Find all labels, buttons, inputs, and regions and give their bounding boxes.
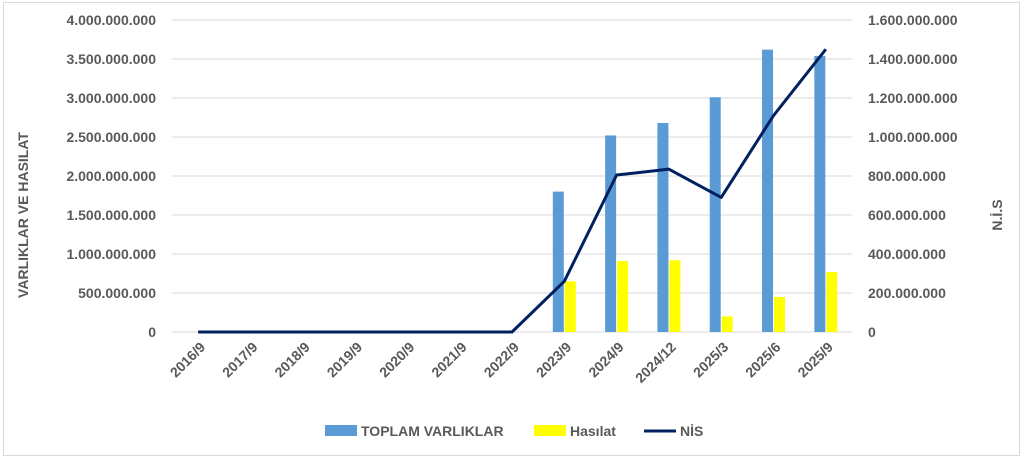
x-tick-label: 2024/9 bbox=[585, 339, 627, 381]
bar-toplam-varliklar bbox=[657, 122, 669, 333]
left-tick-label: 3.500.000.000 bbox=[66, 51, 156, 67]
bar-toplam-varliklar bbox=[709, 97, 721, 332]
gridlines bbox=[172, 19, 852, 333]
left-tick-label: 1.000.000.000 bbox=[66, 246, 156, 262]
left-tick-label: 4.000.000.000 bbox=[66, 12, 156, 28]
bar-toplam-varliklar bbox=[762, 49, 774, 332]
right-tick-label: 200.000.000 bbox=[868, 285, 946, 301]
legend-swatch-toplam-varliklar bbox=[325, 425, 357, 436]
x-tick-label: 2024/12 bbox=[632, 339, 679, 386]
x-tick-label: 2025/9 bbox=[794, 339, 836, 381]
x-axis-ticks: 2016/9 2017/9 2018/9 2019/9 2020/9 2021/9 2022… bbox=[167, 339, 836, 386]
right-tick-label: 1.600.000.000 bbox=[868, 12, 958, 28]
x-tick-label: 2025/6 bbox=[742, 339, 784, 381]
legend-label-toplam-varliklar: TOPLAM VARLIKLAR bbox=[361, 423, 504, 439]
right-tick-label: 0 bbox=[868, 324, 876, 340]
x-tick-label: 2022/9 bbox=[481, 339, 523, 381]
legend-label-nis: NİS bbox=[680, 423, 703, 439]
bar-hasilat bbox=[617, 261, 629, 332]
right-axis-ticks: 0 200.000.000 400.000.000 600.000.000 800.00… bbox=[868, 12, 958, 340]
right-tick-label: 1.400.000.000 bbox=[868, 51, 958, 67]
bar-hasilat bbox=[669, 260, 681, 332]
right-tick-label: 600.000.000 bbox=[868, 207, 946, 223]
left-axis-title: VARLIKLAR VE HASILAT bbox=[15, 132, 31, 298]
x-tick-label: 2019/9 bbox=[324, 339, 366, 381]
legend-label-hasilat: Hasılat bbox=[570, 423, 616, 439]
x-tick-label: 2021/9 bbox=[428, 339, 470, 381]
left-tick-label: 1.500.000.000 bbox=[66, 207, 156, 223]
x-tick-label: 2017/9 bbox=[219, 339, 261, 381]
left-axis-ticks: 0 500.000.000 1.000.000.000 1.500.000.000 2.… bbox=[66, 12, 156, 340]
bar-hasilat bbox=[564, 281, 576, 332]
bar-toplam-varliklar bbox=[814, 55, 826, 332]
chart-frame bbox=[3, 2, 1020, 456]
bar-hasilat bbox=[774, 296, 786, 332]
right-tick-label: 1.000.000.000 bbox=[868, 129, 958, 145]
right-tick-label: 800.000.000 bbox=[868, 168, 946, 184]
left-tick-label: 3.000.000.000 bbox=[66, 90, 156, 106]
bar-toplam-varliklar bbox=[552, 191, 564, 332]
left-tick-label: 500.000.000 bbox=[78, 285, 156, 301]
line-series bbox=[198, 48, 828, 334]
x-tick-label: 2018/9 bbox=[271, 339, 313, 381]
left-tick-label: 0 bbox=[148, 324, 156, 340]
bar-hasilat bbox=[826, 271, 838, 332]
left-tick-label: 2.000.000.000 bbox=[66, 168, 156, 184]
line-nis bbox=[198, 48, 828, 334]
bar-hasilat bbox=[721, 316, 733, 332]
x-tick-label: 2020/9 bbox=[376, 339, 418, 381]
legend: TOPLAM VARLIKLAR Hasılat NİS bbox=[325, 423, 703, 439]
x-tick-label: 2016/9 bbox=[167, 339, 209, 381]
legend-swatch-hasilat bbox=[534, 425, 566, 436]
right-tick-label: 1.200.000.000 bbox=[868, 90, 958, 106]
left-tick-label: 2.500.000.000 bbox=[66, 129, 156, 145]
bar-series bbox=[552, 49, 838, 333]
right-axis-title: N.İ.S bbox=[989, 199, 1005, 230]
bar-toplam-varliklar bbox=[605, 135, 617, 332]
x-tick-label: 2023/9 bbox=[533, 339, 575, 381]
right-tick-label: 400.000.000 bbox=[868, 246, 946, 262]
x-tick-label: 2025/3 bbox=[690, 339, 732, 381]
